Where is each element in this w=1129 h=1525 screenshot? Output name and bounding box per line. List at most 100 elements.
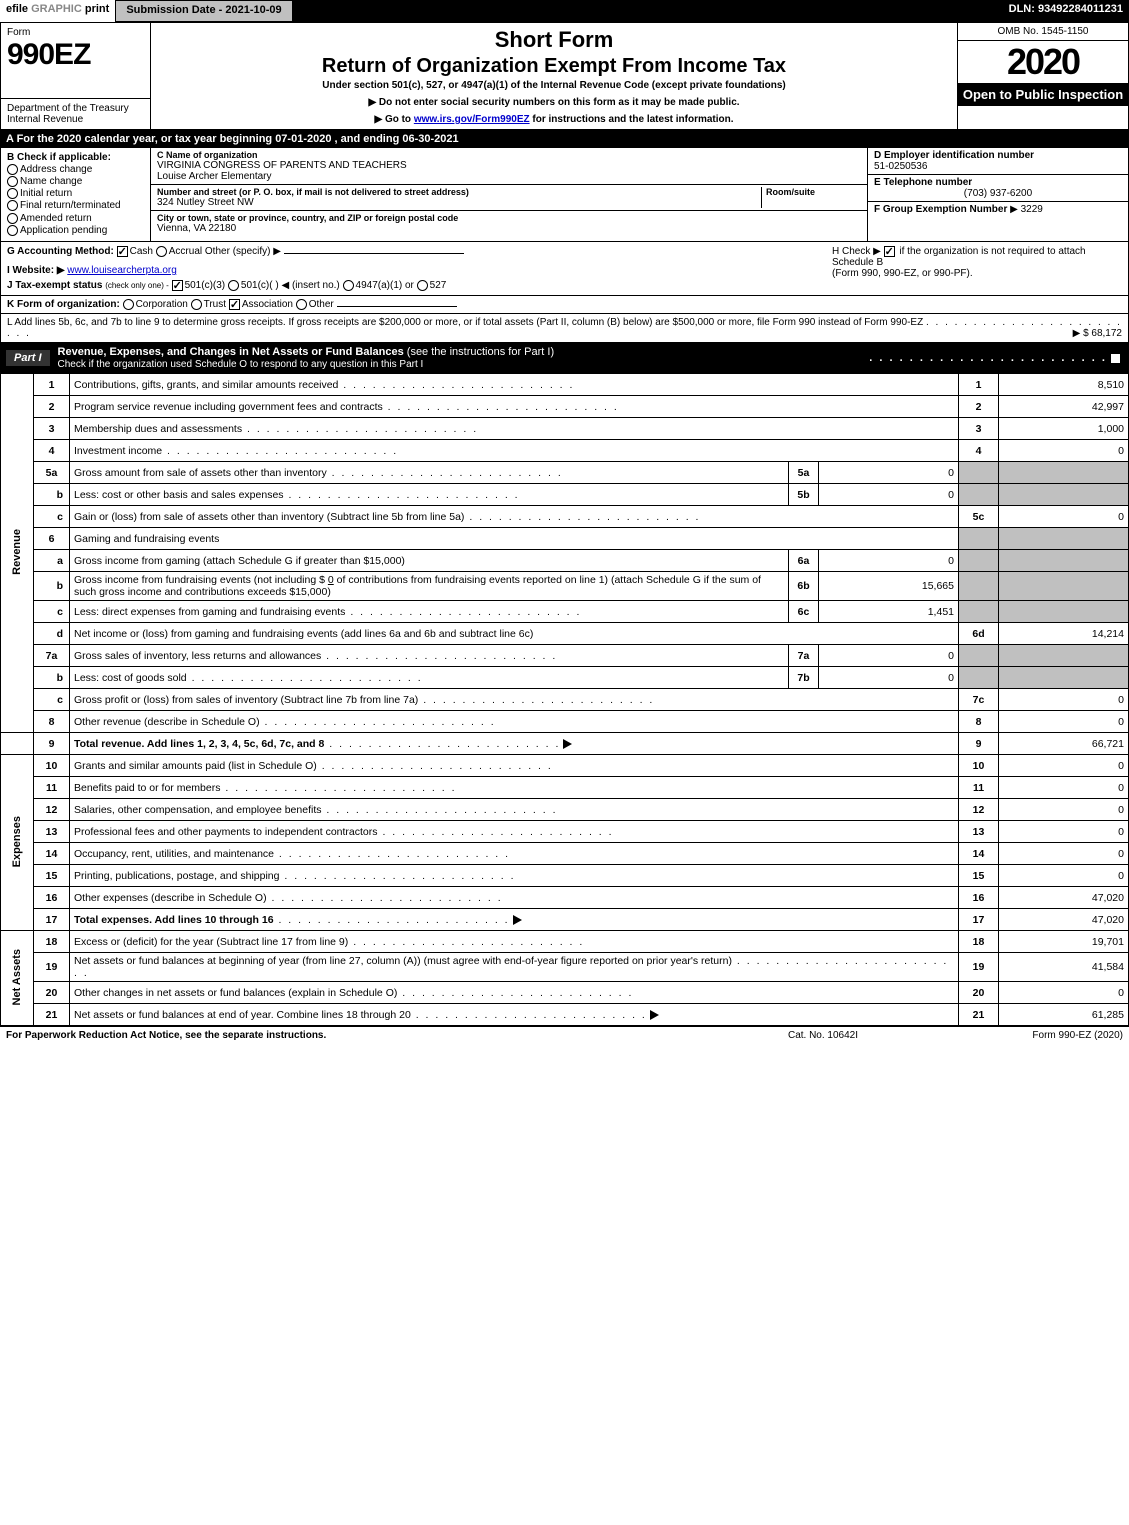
group-exempt-value: ▶ 3229 — [1010, 204, 1043, 215]
org-name1: VIRGINIA CONGRESS OF PARENTS AND TEACHER… — [157, 160, 861, 171]
chk-cash[interactable] — [117, 246, 128, 257]
footer-mid: Cat. No. 10642I — [723, 1030, 923, 1041]
line-6b: b Gross income from fundraising events (… — [1, 572, 1129, 601]
line-20: 20 Other changes in net assets or fund b… — [1, 982, 1129, 1004]
form-number: 990EZ — [7, 38, 144, 72]
street-label: Number and street (or P. O. box, if mail… — [157, 187, 761, 197]
short-form-title: Short Form — [159, 27, 949, 53]
chk-initial-return[interactable]: Initial return — [7, 188, 144, 199]
box-def: D Employer identification number 51-0250… — [868, 148, 1128, 241]
form-header: Form 990EZ Department of the Treasury In… — [0, 22, 1129, 130]
group-exempt-label: F Group Exemption Number — [874, 204, 1007, 215]
form-right: OMB No. 1545-1150 2020 Open to Public In… — [958, 23, 1128, 129]
line-9: 9 Total revenue. Add lines 1, 2, 3, 4, 5… — [1, 733, 1129, 755]
row-k: K Form of organization: Corporation Trus… — [0, 296, 1129, 314]
dept-line2: Internal Revenue — [7, 114, 144, 125]
chk-accrual[interactable] — [156, 246, 167, 257]
line-1: Revenue 1 Contributions, gifts, grants, … — [1, 374, 1129, 396]
open-public: Open to Public Inspection — [958, 83, 1128, 106]
box-d: D Employer identification number 51-0250… — [868, 148, 1128, 175]
chk-schedule-o[interactable] — [1110, 353, 1121, 364]
box-b-label: B Check if applicable: — [7, 152, 144, 163]
efile-print: efile GRAPHIC print — [0, 0, 115, 22]
lines-table: Revenue 1 Contributions, gifts, grants, … — [0, 373, 1129, 1026]
line-16: 16 Other expenses (describe in Schedule … — [1, 887, 1129, 909]
box-c: C Name of organization VIRGINIA CONGRESS… — [151, 148, 868, 241]
row-g: G Accounting Method: Cash Accrual Other … — [7, 246, 822, 257]
submission-date: Submission Date - 2021-10-09 — [115, 0, 292, 22]
org-name-label: C Name of organization — [157, 150, 861, 160]
chk-name-change[interactable]: Name change — [7, 176, 144, 187]
chk-application-pending[interactable]: Application pending — [7, 225, 144, 236]
footer: For Paperwork Reduction Act Notice, see … — [0, 1026, 1129, 1044]
info-grid: B Check if applicable: Address change Na… — [0, 148, 1129, 242]
box-b: B Check if applicable: Address change Na… — [1, 148, 151, 241]
omb-number: OMB No. 1545-1150 — [958, 23, 1128, 41]
line-6c: c Less: direct expenses from gaming and … — [1, 601, 1129, 623]
efile-word: efile — [6, 3, 28, 15]
line-15: 15 Printing, publications, postage, and … — [1, 865, 1129, 887]
vside-expenses: Expenses — [1, 755, 34, 931]
form-number-block: Form 990EZ — [1, 23, 150, 76]
chk-assoc[interactable] — [229, 299, 240, 310]
arrow-icon — [563, 739, 572, 749]
row-l: L Add lines 5b, 6c, and 7b to line 9 to … — [0, 314, 1129, 343]
irs-link[interactable]: www.irs.gov/Form990EZ — [414, 114, 530, 125]
j-small: (check only one) - — [105, 281, 169, 290]
vside-revenue: Revenue — [1, 374, 34, 733]
chk-527[interactable] — [417, 280, 428, 291]
form-word: Form — [7, 27, 144, 38]
line-11: 11 Benefits paid to or for members 11 0 — [1, 777, 1129, 799]
line-19: 19 Net assets or fund balances at beginn… — [1, 953, 1129, 982]
g-label: G Accounting Method: — [7, 246, 114, 257]
row-i: I Website: ▶ www.louisearcherpta.org — [7, 265, 822, 276]
h-text3: (Form 990, 990-EZ, or 990-PF). — [832, 268, 973, 279]
chk-h[interactable] — [884, 246, 895, 257]
dept-line1: Department of the Treasury — [7, 103, 144, 114]
arrow-icon — [513, 915, 522, 925]
part1-check — [869, 352, 1123, 364]
l-text: L Add lines 5b, 6c, and 7b to line 9 to … — [7, 317, 923, 328]
line-21: 21 Net assets or fund balances at end of… — [1, 1004, 1129, 1026]
part1-title: Revenue, Expenses, and Changes in Net As… — [58, 346, 555, 370]
chk-501c[interactable] — [228, 280, 239, 291]
chk-501c3[interactable] — [172, 280, 183, 291]
website-link[interactable]: www.louisearcherpta.org — [67, 265, 177, 276]
org-name2: Louise Archer Elementary — [157, 171, 861, 182]
return-title: Return of Organization Exempt From Incom… — [159, 55, 949, 78]
line-5a: 5a Gross amount from sale of assets othe… — [1, 462, 1129, 484]
chk-corp[interactable] — [123, 299, 134, 310]
chk-4947[interactable] — [343, 280, 354, 291]
section-g-h: G Accounting Method: Cash Accrual Other … — [0, 242, 1129, 296]
chk-final-return[interactable]: Final return/terminated — [7, 200, 144, 211]
k-label: K Form of organization: — [7, 299, 120, 310]
i-label: I Website: ▶ — [7, 265, 65, 276]
street-value: 324 Nutley Street NW — [157, 197, 761, 208]
row-j: J Tax-exempt status (check only one) - 5… — [7, 280, 822, 291]
footer-right: Form 990-EZ (2020) — [923, 1030, 1123, 1041]
line-10: Expenses 10 Grants and similar amounts p… — [1, 755, 1129, 777]
goto-pre: ▶ Go to — [374, 114, 413, 125]
body-wrap: Revenue 1 Contributions, gifts, grants, … — [0, 373, 1129, 1026]
line-12: 12 Salaries, other compensation, and emp… — [1, 799, 1129, 821]
line-18: Net Assets 18 Excess or (deficit) for th… — [1, 931, 1129, 953]
line-5b: b Less: cost or other basis and sales ex… — [1, 484, 1129, 506]
print-word[interactable]: print — [85, 3, 109, 15]
body-main: Revenue 1 Contributions, gifts, grants, … — [0, 373, 1129, 1026]
chk-address-change[interactable]: Address change — [7, 164, 144, 175]
vside-netassets: Net Assets — [1, 931, 34, 1026]
chk-other-org[interactable] — [296, 299, 307, 310]
line-2: 2 Program service revenue including gove… — [1, 396, 1129, 418]
ein-label: D Employer identification number — [874, 150, 1122, 161]
arrow-icon — [650, 1010, 659, 1020]
line-7b: b Less: cost of goods sold 7b 0 — [1, 667, 1129, 689]
line-14: 14 Occupancy, rent, utilities, and maint… — [1, 843, 1129, 865]
phone-label: E Telephone number — [874, 177, 1122, 188]
city-row: City or town, state or province, country… — [151, 211, 867, 236]
ssn-note: ▶ Do not enter social security numbers o… — [159, 97, 949, 108]
chk-amended-return[interactable]: Amended return — [7, 213, 144, 224]
j-label: J Tax-exempt status — [7, 280, 102, 291]
form-center: Short Form Return of Organization Exempt… — [151, 23, 958, 129]
chk-trust[interactable] — [191, 299, 202, 310]
city-value: Vienna, VA 22180 — [157, 223, 861, 234]
